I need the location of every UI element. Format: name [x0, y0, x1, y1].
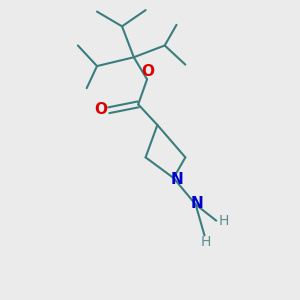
Text: O: O	[94, 102, 107, 117]
Text: N: N	[171, 172, 184, 187]
Text: O: O	[141, 64, 154, 80]
Text: H: H	[201, 235, 211, 249]
Text: N: N	[191, 196, 203, 211]
Text: H: H	[218, 214, 229, 228]
